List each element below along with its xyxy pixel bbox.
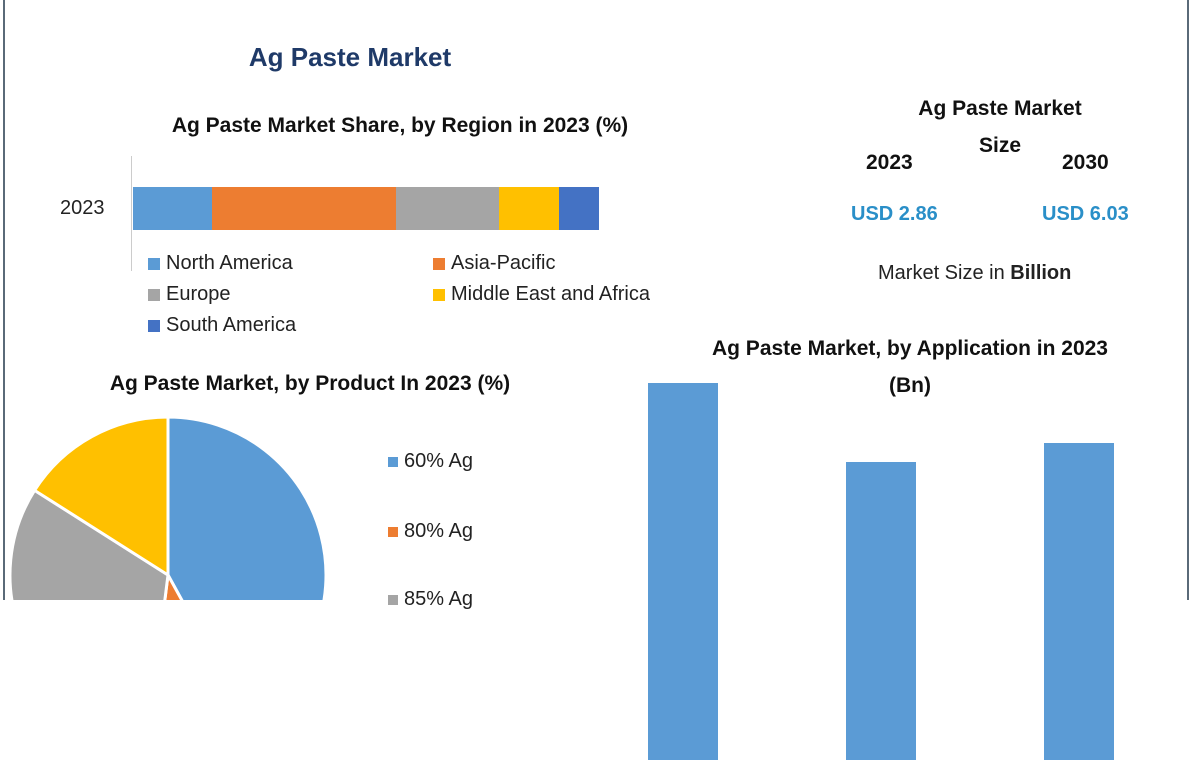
stack-segment <box>396 187 499 230</box>
region-category-label: 2023 <box>60 197 105 219</box>
legend-south-america: South America <box>148 314 296 337</box>
page-title: Ag Paste Market <box>248 42 452 72</box>
pie-slice <box>32 415 170 578</box>
size-title: Ag Paste Market <box>918 97 1082 120</box>
region-chart-title: Ag Paste Market Share, by Region in 2023… <box>171 114 629 137</box>
application-chart-title-2: (Bn) <box>889 374 931 397</box>
region-stacked-bar <box>133 187 599 230</box>
stack-segment <box>212 187 397 230</box>
application-bar <box>648 383 718 760</box>
value-2030: USD 6.03 <box>1042 203 1129 225</box>
legend-mea: Middle East and Africa <box>433 283 650 306</box>
product-chart-title: Ag Paste Market, by Product In 2023 (%) <box>109 372 511 395</box>
legend-asia-pacific: Asia-Pacific <box>433 252 555 275</box>
legend-north-america: North America <box>148 252 293 275</box>
legend-80: 80% Ag <box>388 520 473 543</box>
year-2030: 2030 <box>1062 151 1109 174</box>
stack-segment <box>559 187 599 230</box>
application-chart-title: Ag Paste Market, by Application in 2023 <box>711 337 1108 360</box>
application-bar <box>846 461 916 760</box>
frame <box>3 0 1189 600</box>
value-2023: USD 2.86 <box>851 203 938 225</box>
legend-europe: Europe <box>148 283 231 306</box>
pie-slice <box>8 488 170 600</box>
size-note: Market Size in Billion <box>878 262 1072 284</box>
stack-segment <box>133 187 213 230</box>
stack-segment <box>498 187 560 230</box>
axis-line <box>131 156 132 271</box>
application-bar <box>1044 442 1114 760</box>
size-title-2: Size <box>978 134 1022 157</box>
pie-slice <box>166 415 328 600</box>
pie-slice <box>163 570 184 600</box>
year-2023: 2023 <box>866 151 913 174</box>
legend-60: 60% Ag <box>388 450 473 473</box>
product-pie <box>8 415 328 600</box>
